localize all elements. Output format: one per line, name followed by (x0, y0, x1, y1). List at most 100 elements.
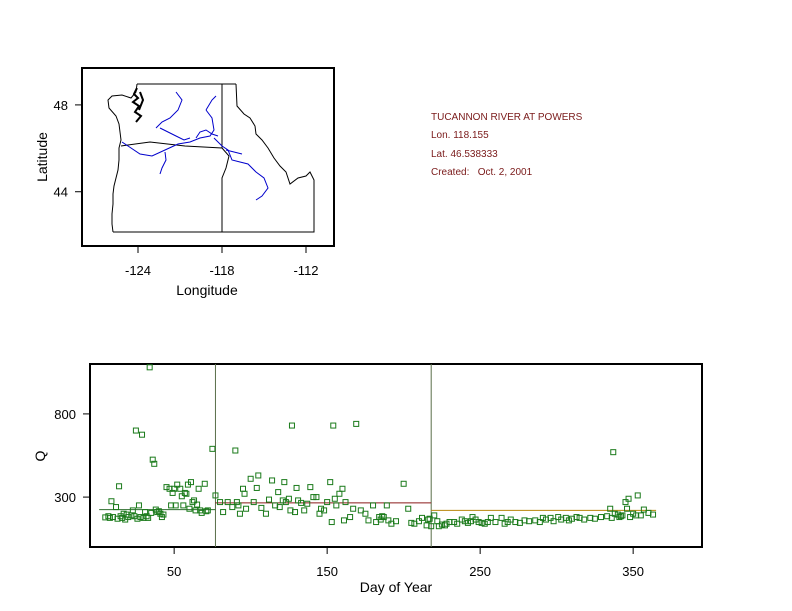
data-point (451, 519, 458, 526)
data-point (142, 509, 149, 516)
map-y-tick-label: 48 (54, 98, 68, 113)
plot-y-ticks: 300 800 (54, 407, 90, 505)
data-point (154, 509, 161, 516)
data-point (149, 456, 156, 463)
data-point (204, 507, 211, 514)
willamette-river (159, 151, 167, 175)
coastline-outline (107, 83, 138, 233)
data-point (187, 479, 194, 486)
data-point (119, 514, 126, 521)
plot-x-tick-label: 50 (167, 564, 181, 579)
data-point (318, 505, 325, 512)
data-point (428, 523, 435, 530)
data-point (331, 495, 338, 502)
data-point (419, 514, 426, 521)
data-point (120, 510, 127, 517)
data-point (172, 502, 179, 509)
snake-river (213, 137, 269, 201)
data-point (253, 484, 260, 491)
data-point (435, 523, 442, 530)
map-x-tick-label: -118 (209, 263, 234, 278)
rivers (121, 91, 269, 201)
columbia-river (121, 109, 215, 157)
data-point (617, 513, 624, 520)
data-point (637, 512, 644, 519)
data-point (169, 489, 176, 496)
data-point (224, 499, 231, 506)
data-point (145, 514, 152, 521)
data-point (106, 514, 113, 521)
station-latitude: Lat. 46.538333 (431, 149, 498, 160)
data-point (550, 518, 557, 525)
data-point (611, 510, 618, 517)
data-point (484, 519, 491, 526)
data-point (298, 499, 305, 506)
plot-frame (89, 363, 703, 548)
data-point (201, 480, 208, 487)
data-point (616, 514, 623, 521)
data-point (357, 507, 364, 514)
data-point (608, 514, 615, 521)
data-point (630, 510, 637, 517)
data-point (328, 519, 335, 526)
plot-x-tick-label: 350 (622, 564, 644, 579)
data-point (627, 514, 634, 521)
data-point (350, 505, 357, 512)
data-point (415, 518, 422, 525)
data-point (180, 502, 187, 509)
data-point (108, 498, 115, 505)
map-panel: -124 -118 -112 44 48 Longitude Latitude (34, 67, 335, 298)
spokane-river (205, 95, 217, 111)
map-x-ticks: -124 -118 -112 (125, 246, 319, 278)
data-point (573, 514, 580, 521)
data-point (163, 484, 170, 491)
data-point (481, 520, 488, 527)
data-point (279, 497, 286, 504)
data-point (209, 445, 216, 452)
data-point (116, 483, 123, 490)
data-point (353, 420, 360, 427)
data-point (365, 517, 372, 524)
data-point (293, 484, 300, 491)
data-point (148, 509, 155, 516)
data-point (333, 502, 340, 509)
upper-columbia (155, 91, 183, 129)
data-point (307, 484, 314, 491)
data-point (607, 505, 614, 512)
data-point (151, 460, 158, 467)
data-point (619, 512, 626, 519)
data-point (143, 513, 150, 520)
data-point (425, 516, 432, 523)
data-point (539, 514, 546, 521)
data-point (129, 507, 136, 514)
data-point (157, 510, 164, 517)
data-point (250, 499, 257, 506)
data-points (102, 364, 657, 530)
data-point (327, 479, 334, 486)
data-point (610, 449, 617, 456)
data-point (301, 507, 308, 514)
data-point (276, 504, 283, 511)
map-y-ticks: 44 48 (54, 98, 82, 200)
data-point (339, 485, 346, 492)
data-point (236, 510, 243, 517)
data-point (441, 522, 448, 529)
data-point (258, 504, 265, 511)
data-point (229, 504, 236, 511)
data-point (171, 485, 178, 492)
data-point (526, 518, 533, 525)
data-point (232, 447, 239, 454)
created-date: Created: Oct. 2, 2001 (431, 167, 533, 178)
data-point (478, 519, 485, 526)
data-point (241, 490, 248, 497)
station-longitude: Lon. 118.155 (431, 130, 489, 141)
data-point (431, 512, 438, 519)
map-x-tick-label: -124 (125, 263, 151, 278)
data-point (125, 514, 132, 521)
data-point (183, 490, 190, 497)
data-point (134, 515, 141, 522)
data-point (547, 514, 554, 521)
data-point (255, 472, 262, 479)
data-point (400, 480, 407, 487)
data-point (443, 520, 450, 527)
